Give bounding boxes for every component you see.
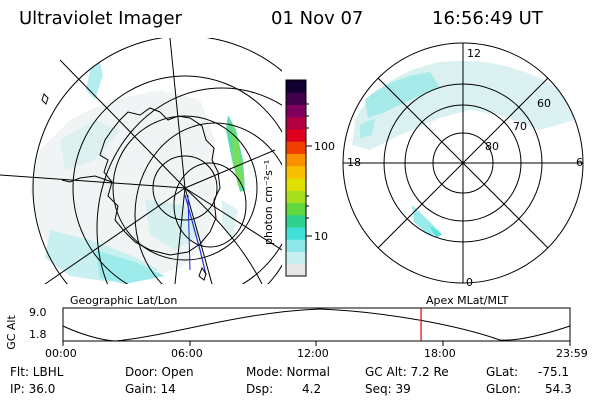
colorbar-band xyxy=(286,165,306,179)
colorbar-frame xyxy=(285,79,312,277)
colorbar-band xyxy=(286,178,306,191)
colorbar xyxy=(286,80,306,277)
xtick-1800: 18:00 xyxy=(424,347,456,360)
ytick-high: 9.0 xyxy=(29,306,47,319)
colorbar-tick-100: 100 xyxy=(314,140,335,153)
door-status: Door: Open xyxy=(125,365,194,379)
colorbar-band xyxy=(286,263,306,277)
glat-label: GLat: xyxy=(486,365,519,379)
colorbar-band xyxy=(286,129,306,142)
colorbar-band xyxy=(286,92,306,105)
ip-status: IP: 36.0 xyxy=(10,382,56,396)
gc-alt-status: GC Alt: 7.2 Re xyxy=(365,365,449,379)
colorbar-band xyxy=(286,80,306,93)
colorbar-band xyxy=(286,227,306,240)
xtick-2359: 23:59 xyxy=(556,347,588,360)
apex-caption: Apex MLat/MLT xyxy=(426,294,509,307)
colorbar-band xyxy=(286,153,306,167)
mlt-label-6: 6 xyxy=(576,156,583,169)
filter-status: Flt: LBHL xyxy=(10,365,64,379)
gain-status: Gain: 14 xyxy=(125,382,176,396)
mlat-label-80: 80 xyxy=(485,140,499,153)
colorbar-band xyxy=(286,214,306,228)
geographic-caption: Geographic Lat/Lon xyxy=(70,294,178,307)
colorbar-band xyxy=(286,239,306,252)
glon-value: 54.3 xyxy=(545,382,572,396)
mode-status: Mode: Normal xyxy=(246,365,330,379)
colorbar-band xyxy=(286,141,306,154)
glat-value: -75.1 xyxy=(538,365,570,379)
dsp-label: Dsp: xyxy=(246,382,274,396)
colorbar-band xyxy=(286,202,306,216)
colorbar-band xyxy=(286,251,306,265)
mlat-label-70: 70 xyxy=(513,120,527,133)
mlt-label-0: 0 xyxy=(466,276,473,289)
colorbar-band xyxy=(286,190,306,203)
glon-label: GLon: xyxy=(486,382,521,396)
seq-status: Seq: 39 xyxy=(365,382,411,396)
polar-plot xyxy=(342,42,584,284)
xtick-0000: 00:00 xyxy=(45,347,77,360)
colorbar-band xyxy=(286,116,306,130)
geographic-map xyxy=(0,38,282,284)
timeline-panel xyxy=(62,307,571,346)
colorbar-tick-10: 10 xyxy=(314,230,328,243)
timeline-ylabel: GC Alt xyxy=(4,315,18,350)
xtick-0600: 06:00 xyxy=(171,347,203,360)
xtick-1200: 12:00 xyxy=(297,347,329,360)
mlt-label-18: 18 xyxy=(347,156,361,169)
instrument-title: Ultraviolet Imager xyxy=(19,8,182,29)
mlat-label-60: 60 xyxy=(537,97,551,110)
emission-pattern xyxy=(30,62,245,284)
altitude-curve xyxy=(62,308,571,342)
mlt-label-12: 12 xyxy=(467,47,481,60)
time-label: 16:56:49 UT xyxy=(432,8,543,29)
dsp-value: 4.2 xyxy=(302,382,322,396)
colorbar-unit-label: photon cm⁻²s⁻¹ xyxy=(262,159,275,245)
colorbar-band xyxy=(286,104,306,118)
date-label: 01 Nov 07 xyxy=(271,8,364,29)
ytick-low: 1.8 xyxy=(29,328,47,341)
